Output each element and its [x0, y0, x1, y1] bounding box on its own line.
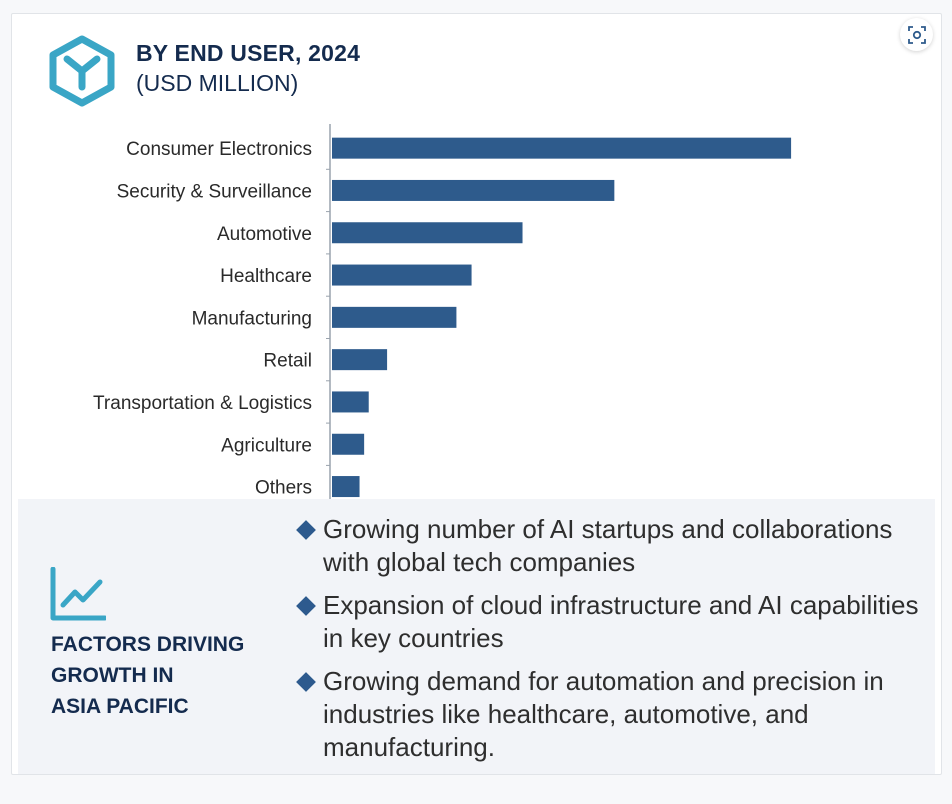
diamond-bullet-icon — [296, 520, 316, 540]
bar — [332, 476, 360, 498]
factors-list: Growing number of AI startups and collab… — [296, 513, 926, 774]
category-label: Retail — [263, 351, 312, 372]
category-label: Agriculture — [221, 435, 312, 456]
category-label: Manufacturing — [192, 308, 312, 329]
bar — [332, 349, 388, 371]
bar — [332, 137, 792, 159]
factors-title: FACTORS DRIVING GROWTH IN ASIA PACIFIC — [51, 633, 245, 718]
infographic-card: BY END USER, 2024 (USD MILLION) Consumer… — [11, 13, 942, 775]
category-label: Others — [255, 478, 312, 499]
factor-item: Expansion of cloud infrastructure and AI… — [296, 589, 926, 655]
bar — [332, 264, 472, 286]
factor-item: Growing demand for automation and precis… — [296, 665, 926, 764]
category-label: Healthcare — [220, 266, 312, 287]
diamond-bullet-icon — [296, 596, 316, 616]
factor-text: Growing number of AI startups and collab… — [323, 514, 893, 577]
factor-text: Growing demand for automation and precis… — [323, 666, 884, 762]
bar — [332, 306, 457, 328]
focus-scan-icon — [907, 25, 926, 44]
category-label: Security & Surveillance — [117, 181, 312, 202]
chart-subtitle: (USD MILLION) — [136, 70, 299, 96]
bar — [332, 222, 523, 244]
category-label: Transportation & Logistics — [93, 393, 312, 414]
diamond-bullet-icon — [296, 672, 316, 692]
category-label: Consumer Electronics — [126, 139, 312, 160]
category-label: Automotive — [217, 224, 312, 245]
bar — [332, 433, 365, 455]
bar — [332, 179, 615, 201]
factor-text: Expansion of cloud infrastructure and AI… — [323, 590, 919, 653]
fullscreen-button[interactable] — [900, 18, 933, 51]
factors-panel: FACTORS DRIVING GROWTH IN ASIA PACIFIC G… — [18, 499, 935, 774]
trend-line-icon — [50, 567, 106, 621]
hexagon-logo-icon — [49, 35, 115, 107]
bar — [332, 391, 369, 413]
factor-item: Growing number of AI startups and collab… — [296, 513, 926, 579]
chart-title: BY END USER, 2024 — [136, 40, 361, 66]
bar-chart: Consumer Electronics Security & Surveilla… — [93, 124, 792, 499]
